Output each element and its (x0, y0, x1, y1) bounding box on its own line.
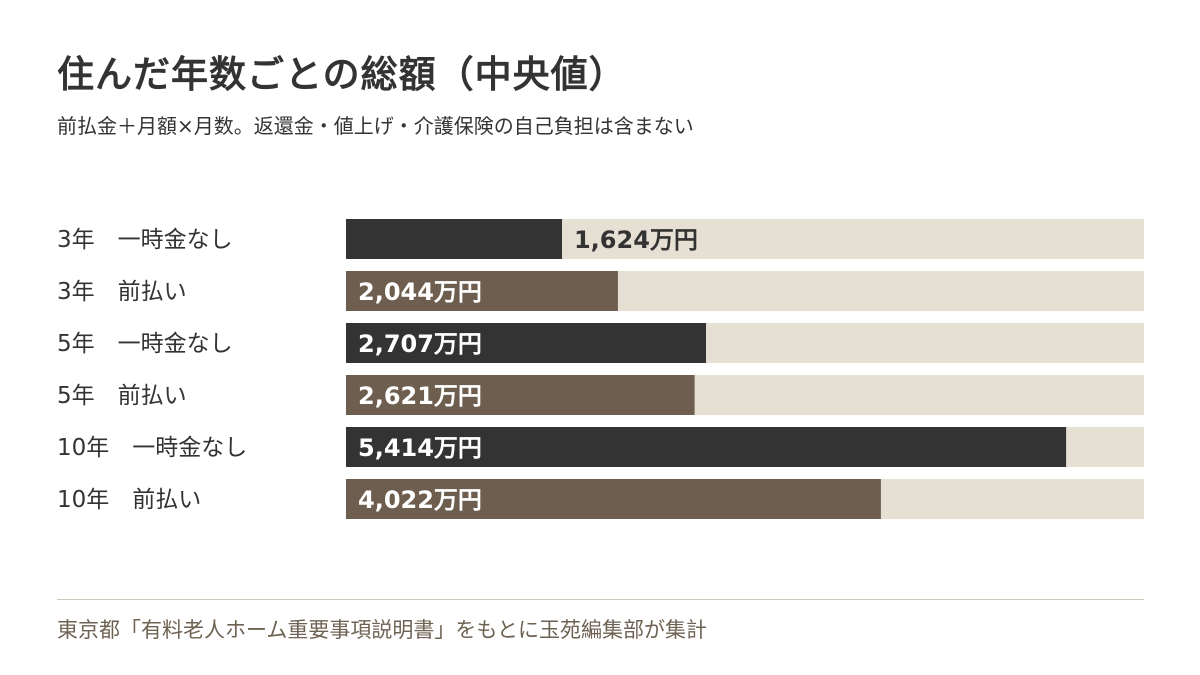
category-label: 10年 前払い (57, 487, 201, 513)
bar-chart: 3年 一時金なし 1,624万円 3年 前払い 2,044万円 5年 一時金なし 2,70… (57, 219, 1144, 519)
bar-value-label: 2,044万円 (358, 278, 482, 306)
bar (346, 375, 695, 415)
bar-value-label: 2,621万円 (358, 382, 482, 410)
bar (346, 427, 1067, 467)
category-label: 5年 一時金なし (57, 331, 233, 357)
category-label: 10年 一時金なし (57, 435, 247, 461)
source-divider (57, 599, 1144, 600)
bar (346, 323, 706, 363)
bar (346, 219, 562, 259)
bar-value-label: 4,022万円 (358, 486, 482, 514)
chart-title: 住んだ年数ごとの総額（中央値） (57, 52, 627, 96)
bar-value-label: 5,414万円 (358, 434, 482, 462)
bar-value-label: 1,624万円 (574, 226, 698, 254)
chart-subtitle: 前払金＋月額×月数。返還金・値上げ・介護保険の自己負担は含まない (57, 114, 694, 138)
bar-value-label: 2,707万円 (358, 330, 482, 358)
category-label: 3年 一時金なし (57, 227, 233, 253)
bar (346, 479, 881, 519)
category-label: 5年 前払い (57, 383, 187, 409)
bar (346, 271, 618, 311)
category-label: 3年 前払い (57, 279, 187, 305)
source-note: 東京都「有料老人ホーム重要事項説明書」をもとに玉苑編集部が集計 (57, 618, 707, 642)
